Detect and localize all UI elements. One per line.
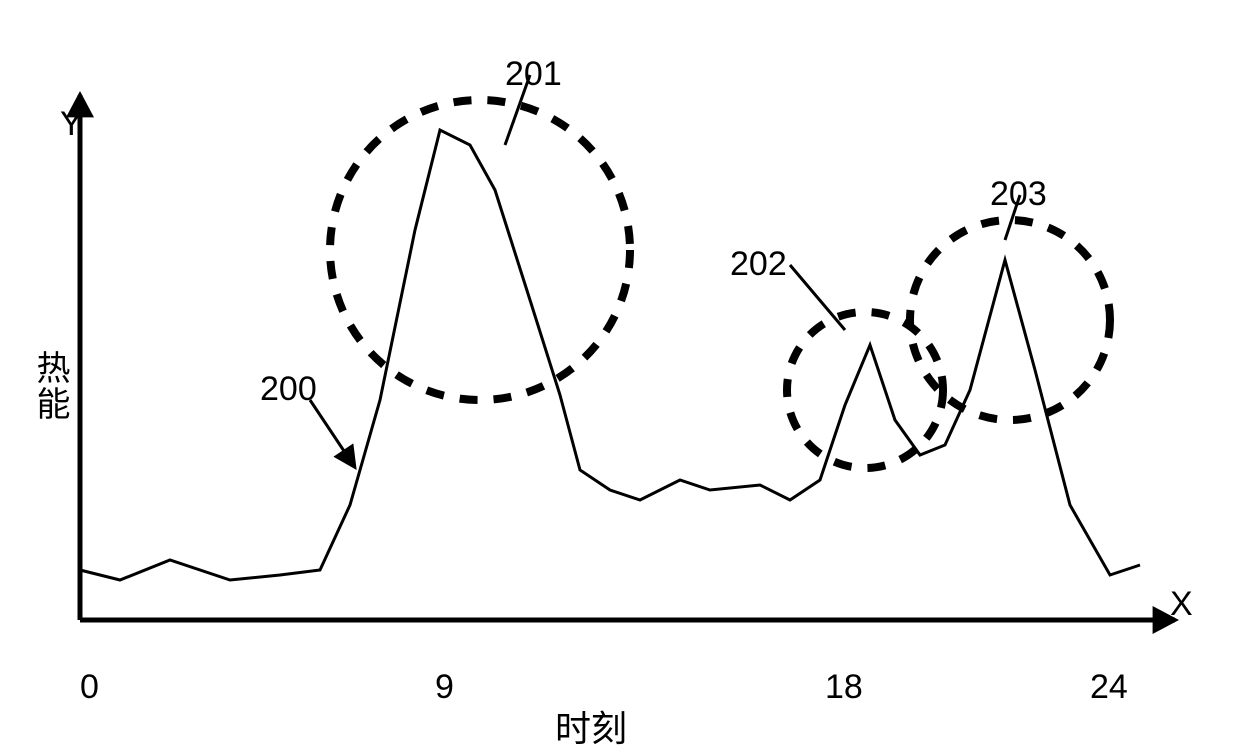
highlight-circles [330, 100, 1110, 468]
annotation-201: 201 [505, 55, 562, 94]
x-tick-18: 18 [825, 668, 863, 707]
annotation-202: 202 [730, 245, 787, 284]
chart-svg [0, 0, 1240, 749]
annotation-leaders [310, 75, 1020, 460]
y-axis-end-label: Y [60, 105, 83, 144]
x-tick-24: 24 [1090, 668, 1128, 707]
x-tick-0: 0 [80, 668, 99, 707]
y-axis-title: 热能 [26, 350, 75, 422]
annotation-203: 203 [990, 175, 1047, 214]
x-tick-9: 9 [435, 668, 454, 707]
data-curve [80, 130, 1140, 580]
x-axis-title: 时刻 [555, 700, 627, 752]
axes [66, 91, 1179, 634]
diagram-canvas: Y X 热能 时刻 0 9 18 24 200 201 202 203 [0, 0, 1240, 749]
x-axis-end-label: X [1170, 585, 1193, 624]
annotation-200: 200 [260, 370, 317, 409]
